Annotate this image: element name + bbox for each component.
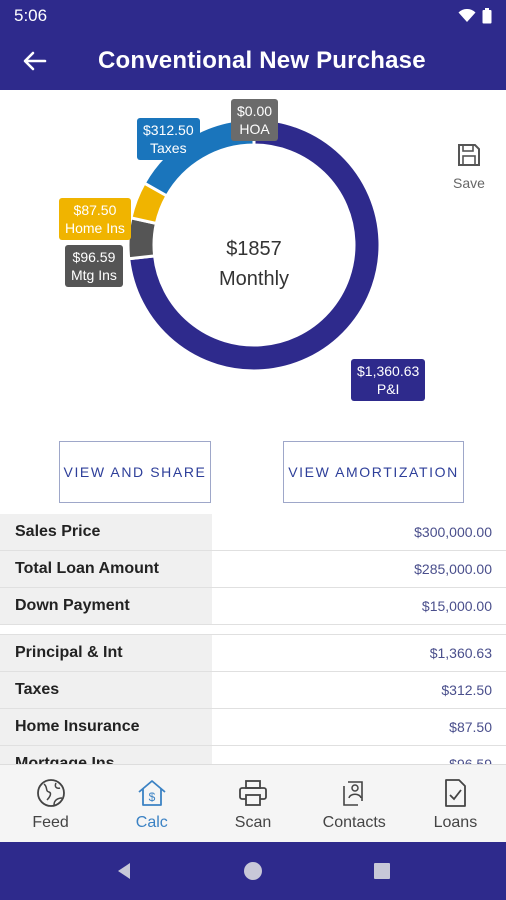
callout-home-ins-value: $87.50 (73, 202, 117, 218)
table-row: Sales Price $300,000.00 (0, 514, 506, 551)
system-home-button[interactable] (242, 860, 264, 882)
nav-scan[interactable]: Scan (202, 765, 303, 842)
contacts-icon (338, 776, 370, 810)
row-value: $312.50 (441, 682, 492, 698)
callout-hoa-name: HOA (239, 121, 270, 137)
nav-loans[interactable]: Loans (405, 765, 506, 842)
row-label: Sales Price (0, 514, 212, 550)
callout-home-ins-name: Home Ins (65, 220, 125, 236)
battery-icon (482, 8, 492, 24)
page-title: Conventional New Purchase (98, 47, 426, 74)
monthly-caption: Monthly (218, 268, 290, 290)
system-back-button[interactable] (114, 861, 134, 881)
floppy-disk-icon (458, 144, 480, 166)
save-button[interactable]: Save (448, 142, 490, 191)
row-label: Total Loan Amount (0, 551, 212, 587)
view-amortization-button[interactable]: VIEW AMORTIZATION (283, 441, 464, 503)
row-value: $96.59 (449, 756, 492, 764)
row-value: $1,360.63 (429, 645, 492, 661)
callout-hoa: $0.00 HOA (231, 99, 279, 141)
nav-loans-label: Loans (433, 813, 478, 831)
callout-taxes: $312.50 Taxes (137, 118, 200, 160)
svg-text:$: $ (148, 790, 155, 804)
table-row: Total Loan Amount $285,000.00 (0, 551, 506, 588)
table-row: Taxes $312.50 (0, 672, 506, 709)
donut-slice-p-i (127, 117, 382, 373)
nav-feed-label: Feed (32, 813, 69, 831)
row-label: Principal & Int (0, 635, 212, 671)
row-value: $87.50 (449, 719, 492, 735)
save-label: Save (453, 175, 485, 191)
circle-home-icon (244, 862, 262, 880)
square-recents-icon (374, 863, 390, 879)
row-value: $285,000.00 (414, 561, 492, 577)
system-recents-button[interactable] (372, 861, 392, 881)
monthly-total: $1857 (226, 238, 282, 260)
bottom-navigation: Feed $ Calc Scan Contacts (0, 764, 506, 842)
back-arrow-icon (23, 51, 47, 71)
table-row: Down Payment $15,000.00 (0, 588, 506, 625)
globe-icon (36, 776, 66, 810)
row-label: Mortgage Ins (0, 746, 212, 764)
row-value: $15,000.00 (421, 598, 492, 614)
callout-taxes-value: $312.50 (143, 122, 194, 138)
callout-mtg-ins: $96.59 Mtg Ins (65, 245, 123, 287)
row-label: Home Insurance (0, 709, 212, 745)
loan-details-table: Sales Price $300,000.00 Total Loan Amoun… (0, 514, 506, 764)
callout-mtg-ins-value: $96.59 (72, 249, 116, 265)
row-label: Down Payment (0, 588, 212, 624)
table-row: Principal & Int $1,360.63 (0, 635, 506, 672)
view-and-share-button[interactable]: VIEW AND SHARE (59, 441, 211, 503)
document-check-icon (441, 776, 469, 810)
callout-home-ins: $87.50 Home Ins (59, 198, 131, 240)
status-time: 5:06 (14, 6, 48, 25)
status-bar: 5:06 (0, 0, 506, 32)
status-icons (458, 8, 492, 24)
nav-scan-label: Scan (234, 813, 272, 831)
row-label: Taxes (0, 672, 212, 708)
nav-contacts[interactable]: Contacts (304, 765, 405, 842)
callout-pi-value: $1,360.63 (357, 363, 420, 379)
chart-center-label: $1857 Monthly (164, 234, 344, 294)
printer-icon (237, 776, 269, 810)
nav-contacts-label: Contacts (322, 813, 386, 831)
table-row: Mortgage Ins $96.59 (0, 746, 506, 764)
payment-chart: $1857 Monthly $0.00 HOA $312.50 Taxes $8… (0, 90, 506, 430)
app-bar: Conventional New Purchase (0, 32, 506, 90)
triangle-back-icon (118, 863, 130, 879)
callout-hoa-value: $0.00 (237, 103, 273, 119)
callout-pi-name: P&I (376, 381, 400, 397)
nav-feed[interactable]: Feed (0, 765, 101, 842)
nav-calc-label: Calc (135, 813, 168, 831)
house-dollar-icon: $ (136, 776, 168, 810)
wifi-icon (458, 9, 476, 22)
callout-mtg-ins-name: Mtg Ins (71, 267, 117, 283)
row-value: $300,000.00 (414, 524, 492, 540)
back-button[interactable] (0, 51, 70, 71)
callout-taxes-name: Taxes (150, 140, 187, 156)
nav-calc[interactable]: $ Calc (101, 765, 202, 842)
section-divider (0, 625, 506, 635)
callout-pi: $1,360.63 P&I (351, 359, 426, 401)
table-row: Home Insurance $87.50 (0, 709, 506, 746)
system-navigation-bar (0, 842, 506, 900)
